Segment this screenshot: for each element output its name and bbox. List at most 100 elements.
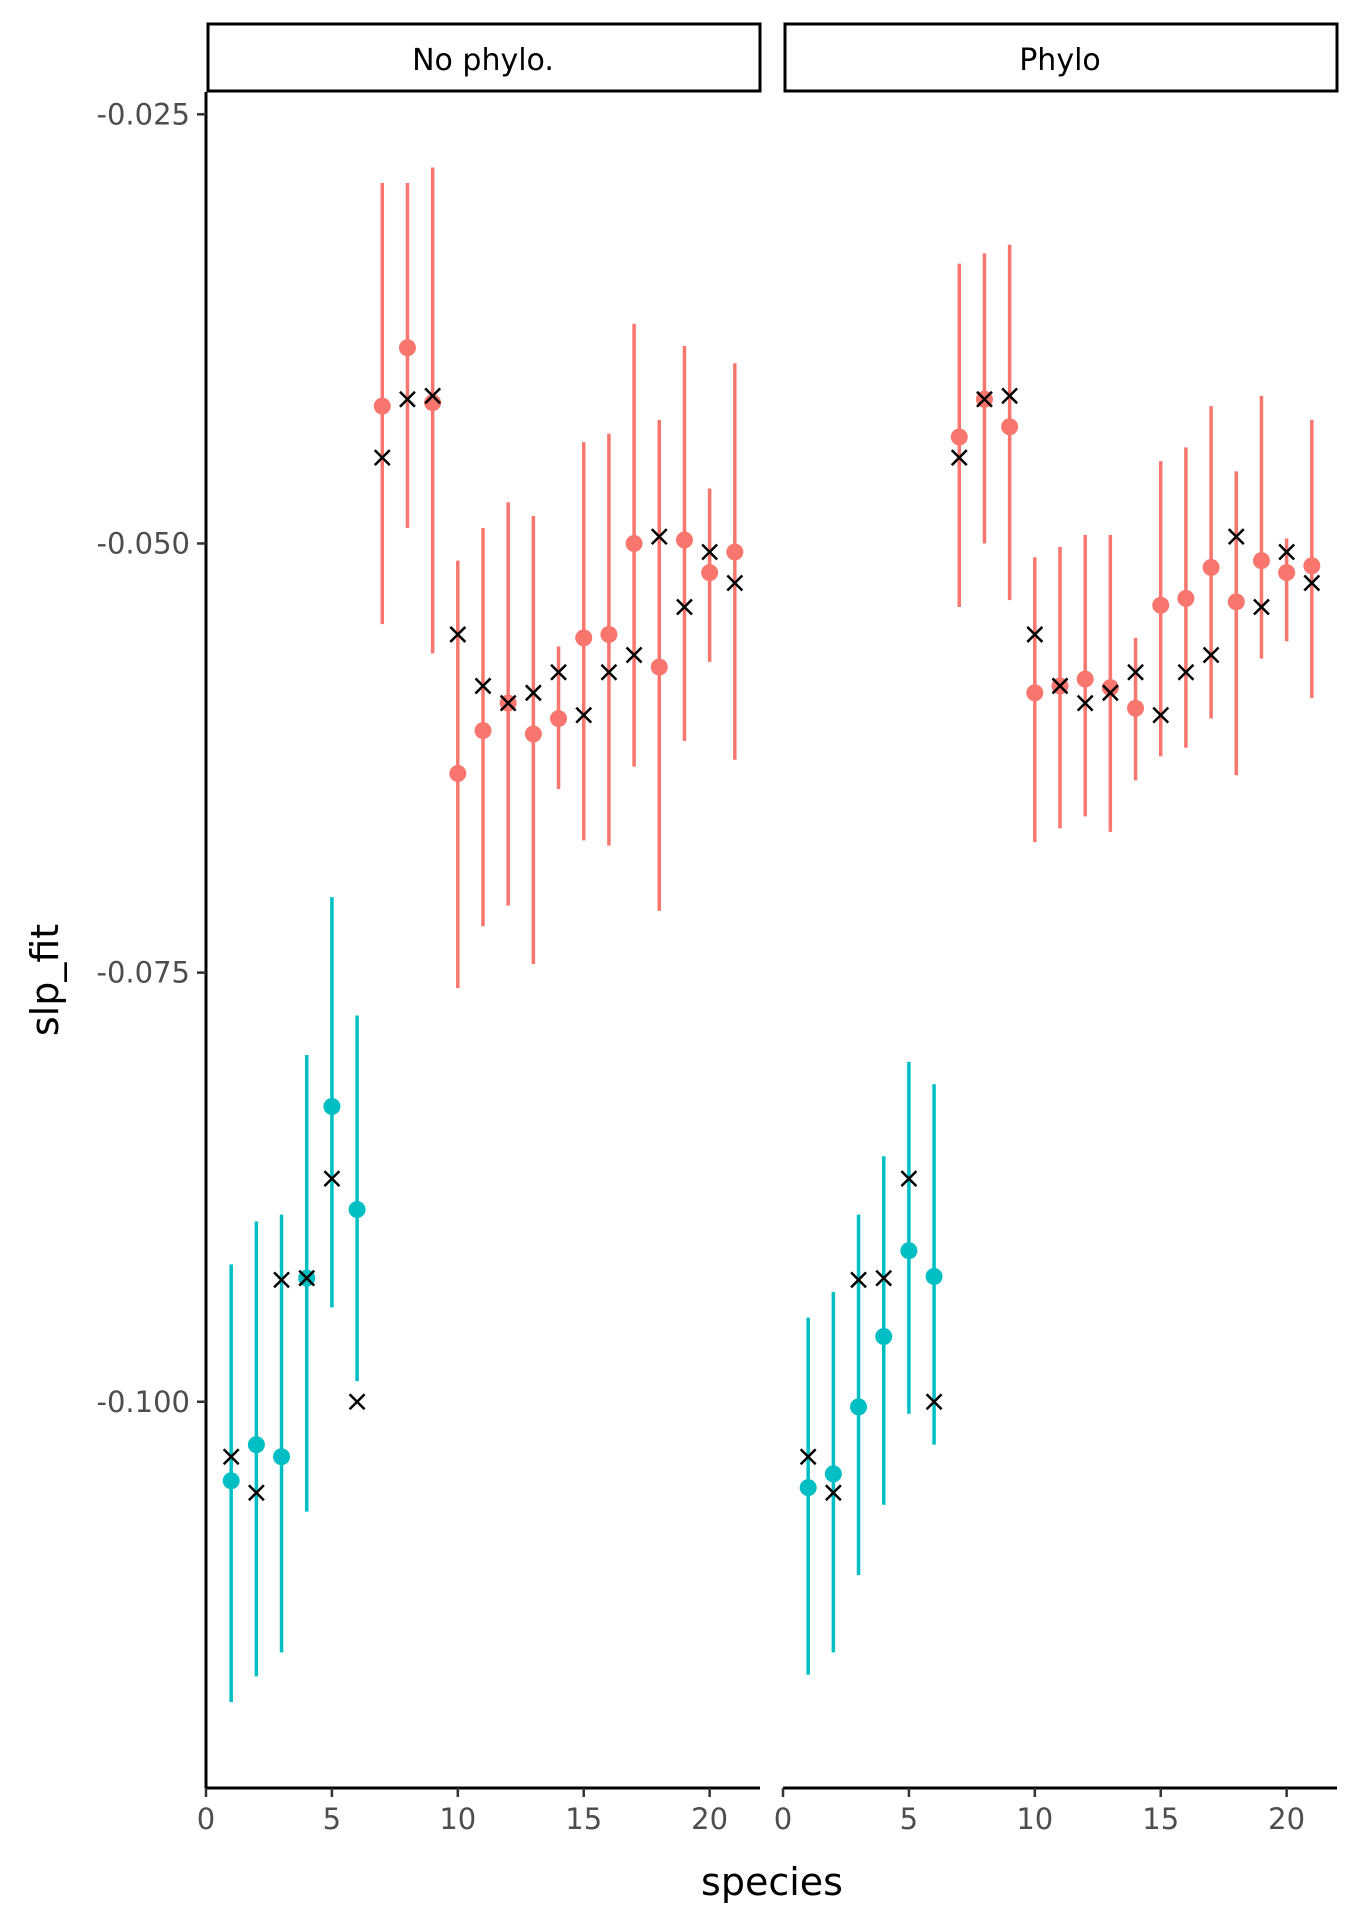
estimate-point [900,1242,918,1260]
x-tick-label: 5 [900,1802,918,1836]
true-value-marker [1076,694,1094,712]
estimate-point [1278,564,1296,582]
estimate-point [701,564,719,582]
estimate-point [1177,589,1195,607]
x-tick-label: 0 [197,1802,215,1836]
true-value-marker [1177,663,1195,681]
x-tick-label: 10 [439,1802,476,1836]
estimate-point [875,1328,893,1346]
estimate-point [398,339,416,357]
estimate-point [650,658,668,676]
estimate-point [575,629,593,647]
estimate-point [524,725,542,743]
estimate-point [950,428,968,446]
true-value-marker [650,528,668,545]
estimate-point [1001,418,1019,436]
x-tick-label: 10 [1016,1802,1053,1836]
y-axis-title: slp_fit [23,924,67,1036]
x-tick-label: 20 [1268,1802,1305,1836]
facet-strip [206,22,762,93]
true-value-marker [600,663,618,681]
true-value-marker [424,387,442,405]
true-value-marker [1253,598,1270,616]
true-value-marker [247,1484,265,1502]
true-value-marker [348,1393,366,1411]
estimate-point [600,625,618,643]
true-value-marker [1152,706,1170,724]
true-value-marker [925,1393,943,1411]
true-value-marker [1101,684,1119,702]
true-value-marker [222,1448,240,1466]
estimate-point [1202,558,1220,576]
true-value-marker [449,626,467,643]
true-value-marker [524,684,542,702]
estimate-point [1076,670,1094,688]
estimate-point [247,1436,265,1454]
true-value-marker [323,1170,341,1187]
estimate-point [222,1472,240,1490]
estimate-point [925,1267,943,1285]
facet-strip-label: Phylo [1019,43,1101,78]
estimate-point [1152,596,1170,614]
y-tick-label: -0.100 [97,1385,191,1419]
estimate-point [323,1098,341,1116]
estimate-point [449,764,467,782]
true-value-marker [976,390,993,408]
y-tick-label: -0.075 [97,956,191,990]
estimate-point [1026,684,1044,702]
panel-2: Phylo 0 5 10 15 20 [774,22,1339,1836]
estimate-point [625,534,643,552]
true-value-marker [273,1271,290,1289]
x-tick-label: 0 [774,1802,792,1836]
y-tick-label: -0.050 [97,526,191,560]
estimate-point [348,1201,366,1219]
true-value-marker [799,1448,817,1466]
facet-strip-label: No phylo. [412,43,554,78]
x-tick-label: 15 [1142,1802,1179,1836]
estimate-point [1127,699,1145,717]
true-value-marker [726,574,744,592]
estimate-point [799,1479,817,1497]
estimate-point [1303,557,1321,575]
true-value-marker [1202,646,1220,664]
x-tick-label: 15 [565,1802,602,1836]
true-value-marker [499,694,517,712]
estimate-point [1252,552,1270,570]
true-value-marker [1227,528,1245,545]
true-value-marker [875,1269,893,1287]
true-value-marker [900,1170,918,1187]
x-tick-label: 20 [691,1802,728,1836]
estimate-point [850,1398,868,1416]
estimate-point [824,1465,842,1483]
estimate-point [273,1448,291,1466]
estimate-point [1227,593,1245,611]
true-value-marker [676,598,693,616]
true-value-marker [1303,574,1321,592]
true-value-marker [550,663,567,681]
estimate-point [1101,679,1119,697]
x-tick-label: 5 [323,1802,341,1836]
true-value-marker [850,1271,867,1289]
x-axis-title: species [701,1860,843,1904]
y-tick-label: -0.025 [97,97,191,131]
true-value-marker [399,390,416,408]
estimate-point [726,543,744,561]
facet-strip [783,22,1339,93]
true-value-marker [1051,677,1069,695]
y-axis: -0.025 -0.050 -0.075 -0.100 [97,92,208,1788]
true-value-marker [950,449,968,467]
true-value-marker [1001,387,1019,405]
estimate-point [675,531,693,549]
true-value-marker [474,677,492,695]
true-value-marker [701,543,719,561]
estimate-point [474,722,492,740]
true-value-marker [625,646,643,664]
true-value-marker [1127,663,1144,681]
true-value-marker [824,1484,842,1502]
true-value-marker [575,706,593,724]
panel-1: No phylo. 0 5 10 15 20 [197,22,762,1836]
panels-layer: No phylo. 0 5 10 15 20 Phylo 0 5 10 15 20 [197,22,1339,1836]
true-value-marker [373,449,391,467]
true-value-marker [298,1269,316,1287]
